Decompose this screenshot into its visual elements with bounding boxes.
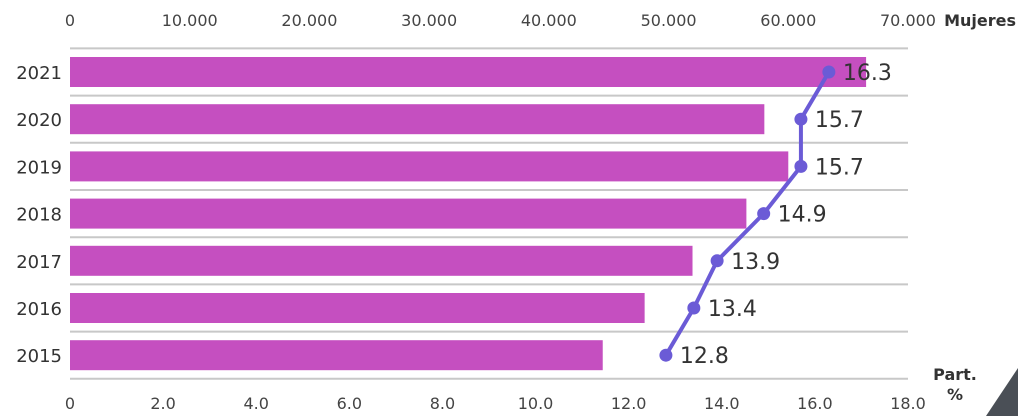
bottom-tick-label: 18.0	[890, 394, 926, 413]
category-label: 2016	[16, 299, 62, 320]
line-point	[794, 159, 808, 173]
bottom-axis-label-line1: Part.	[933, 365, 977, 384]
top-tick-label: 10.000	[162, 11, 218, 30]
category-label: 2019	[16, 157, 62, 178]
top-tick-label: 30.000	[401, 11, 457, 30]
bar	[70, 293, 645, 323]
bottom-tick-label: 8.0	[430, 394, 455, 413]
line-point	[687, 301, 701, 315]
bottom-tick-label: 2.0	[150, 394, 175, 413]
top-tick-label: 70.000	[880, 11, 936, 30]
bar	[70, 104, 765, 135]
top-axis-label: Mujeres	[944, 11, 1016, 30]
top-tick-label: 60.000	[760, 11, 816, 30]
bar-series	[70, 57, 867, 371]
bottom-axis-ticks: 0 2.0 4.0 6.0 8.0 10.0 12.0 14.0 16.0 18.0	[65, 394, 926, 413]
bar	[70, 340, 603, 371]
top-tick-label: 20.000	[281, 11, 337, 30]
line-point	[822, 65, 836, 79]
line-point	[757, 207, 771, 221]
line-point	[710, 254, 724, 268]
bar	[70, 198, 747, 229]
gridlines	[70, 47, 908, 380]
category-label: 2021	[16, 63, 62, 84]
bottom-tick-label: 0	[65, 394, 75, 413]
data-label: 12.8	[680, 344, 729, 369]
category-label: 2017	[16, 252, 62, 273]
top-tick-label: 0	[65, 11, 75, 30]
bottom-tick-label: 14.0	[704, 394, 740, 413]
data-labels: 16.3 15.7 15.7 14.9 13.9 13.4 12.8	[680, 61, 892, 369]
data-label: 13.9	[731, 250, 780, 275]
data-label: 13.4	[708, 297, 757, 322]
bar	[70, 57, 867, 87]
top-axis-ticks: 0 10.000 20.000 30.000 40.000 50.000 60.000 70.…	[65, 11, 936, 30]
data-label: 15.7	[815, 108, 864, 133]
category-labels: 2021 2020 2019 2018 2017 2016 2015	[16, 63, 62, 367]
data-label: 15.7	[815, 155, 864, 180]
line-point	[794, 112, 808, 126]
top-tick-label: 50.000	[641, 11, 697, 30]
top-tick-label: 40.000	[521, 11, 577, 30]
bottom-tick-label: 4.0	[243, 394, 268, 413]
bottom-tick-label: 6.0	[337, 394, 362, 413]
bar	[70, 245, 693, 276]
bottom-tick-label: 16.0	[797, 394, 833, 413]
data-label: 16.3	[843, 61, 892, 86]
corner-decoration	[986, 368, 1018, 416]
data-label: 14.9	[778, 203, 827, 228]
category-label: 2020	[16, 110, 62, 131]
line-point	[659, 348, 673, 362]
category-label: 2018	[16, 205, 62, 226]
line-series	[659, 65, 836, 362]
bottom-axis-label-line2: %	[947, 385, 963, 404]
category-label: 2015	[16, 346, 62, 367]
bottom-tick-label: 10.0	[518, 394, 554, 413]
bottom-tick-label: 12.0	[611, 394, 647, 413]
bar	[70, 151, 789, 182]
